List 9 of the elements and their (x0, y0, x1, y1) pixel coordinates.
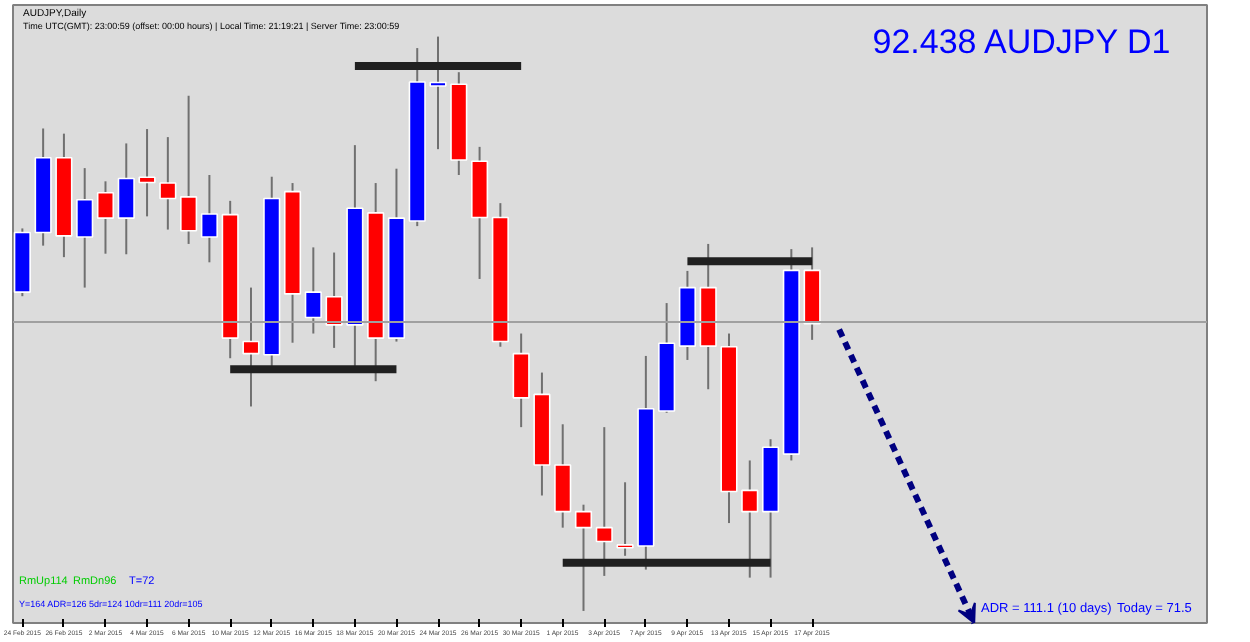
candlestick (200, 174, 218, 264)
candlestick (554, 423, 572, 529)
candlestick (304, 246, 322, 335)
candlestick (574, 503, 593, 612)
candlestick (180, 94, 198, 245)
text: 92.438 AUDJPY D1 (872, 23, 1171, 61)
candlestick (96, 180, 115, 255)
candlestick (595, 426, 613, 577)
candlestick (159, 136, 177, 231)
